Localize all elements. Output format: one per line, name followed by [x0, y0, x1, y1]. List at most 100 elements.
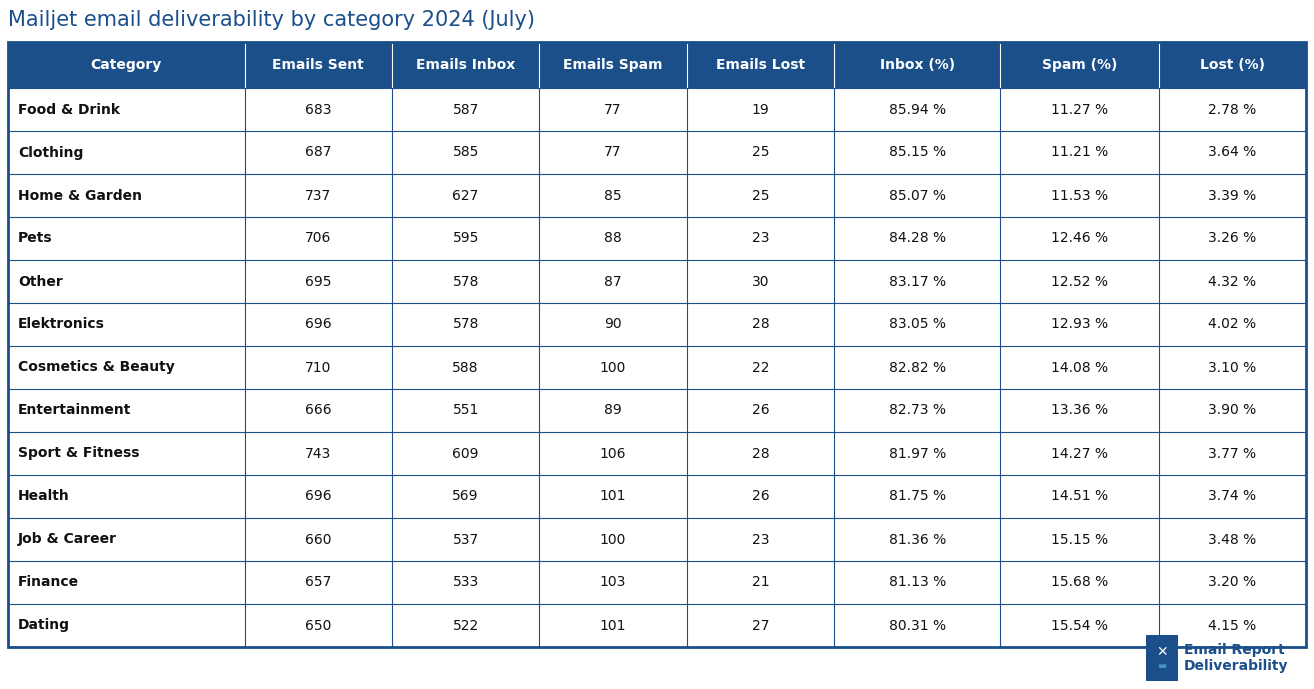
Text: Entertainment: Entertainment: [18, 404, 131, 418]
Bar: [8, 174, 244, 217]
Text: 21: 21: [752, 575, 769, 590]
Bar: [1000, 217, 1159, 260]
Bar: [539, 475, 687, 518]
Text: 683: 683: [305, 103, 331, 116]
Text: 85.94 %: 85.94 %: [888, 103, 946, 116]
Text: Emails Sent: Emails Sent: [272, 58, 364, 72]
Text: 84.28 %: 84.28 %: [888, 232, 946, 245]
Text: 82.82 %: 82.82 %: [888, 360, 946, 375]
Bar: [1159, 518, 1306, 561]
Text: 77: 77: [604, 145, 622, 159]
Text: 26: 26: [752, 489, 769, 504]
Bar: [1159, 174, 1306, 217]
Bar: [244, 561, 392, 604]
Text: 551: 551: [452, 404, 478, 418]
Bar: [834, 604, 1000, 647]
Text: Pets: Pets: [18, 232, 53, 245]
Bar: [8, 42, 1306, 647]
Text: 12.52 %: 12.52 %: [1051, 274, 1108, 289]
Text: 3.90 %: 3.90 %: [1208, 404, 1256, 418]
Bar: [687, 346, 834, 389]
Bar: [687, 217, 834, 260]
Text: Category: Category: [91, 58, 162, 72]
Bar: [687, 561, 834, 604]
Text: 3.20 %: 3.20 %: [1209, 575, 1256, 590]
Bar: [8, 604, 244, 647]
Text: Emails Lost: Emails Lost: [716, 58, 805, 72]
Text: Emails Inbox: Emails Inbox: [417, 58, 515, 72]
Text: 89: 89: [604, 404, 622, 418]
Bar: [8, 217, 244, 260]
Text: Food & Drink: Food & Drink: [18, 103, 120, 116]
Text: ✕: ✕: [1156, 645, 1168, 659]
Bar: [1159, 88, 1306, 131]
Text: 522: 522: [452, 619, 478, 633]
Bar: [539, 131, 687, 174]
Text: 588: 588: [452, 360, 478, 375]
Bar: [834, 518, 1000, 561]
Bar: [1000, 475, 1159, 518]
Bar: [834, 475, 1000, 518]
Bar: [687, 42, 834, 88]
Text: 85.07 %: 85.07 %: [888, 189, 946, 203]
Bar: [392, 604, 539, 647]
Text: 106: 106: [599, 446, 627, 460]
Text: 650: 650: [305, 619, 331, 633]
Bar: [8, 389, 244, 432]
Bar: [1159, 604, 1306, 647]
Text: 12.46 %: 12.46 %: [1051, 232, 1108, 245]
Text: 587: 587: [452, 103, 478, 116]
Bar: [539, 174, 687, 217]
Text: 696: 696: [305, 318, 331, 331]
Text: 4.02 %: 4.02 %: [1209, 318, 1256, 331]
Text: Lost (%): Lost (%): [1200, 58, 1265, 72]
Bar: [1000, 561, 1159, 604]
Bar: [1159, 389, 1306, 432]
Bar: [834, 42, 1000, 88]
Bar: [392, 518, 539, 561]
Text: Mailjet email deliverability by category 2024 (July): Mailjet email deliverability by category…: [8, 10, 535, 30]
Bar: [244, 432, 392, 475]
Bar: [687, 260, 834, 303]
Bar: [539, 42, 687, 88]
Bar: [244, 346, 392, 389]
Text: ▬: ▬: [1158, 661, 1167, 671]
Bar: [834, 174, 1000, 217]
Text: 696: 696: [305, 489, 331, 504]
Text: Spam (%): Spam (%): [1042, 58, 1117, 72]
Text: 11.21 %: 11.21 %: [1051, 145, 1108, 159]
Bar: [244, 389, 392, 432]
Bar: [1000, 260, 1159, 303]
Text: Cosmetics & Beauty: Cosmetics & Beauty: [18, 360, 175, 375]
Text: 687: 687: [305, 145, 331, 159]
Bar: [1000, 303, 1159, 346]
Text: 657: 657: [305, 575, 331, 590]
Bar: [687, 604, 834, 647]
Text: Home & Garden: Home & Garden: [18, 189, 142, 203]
Bar: [834, 303, 1000, 346]
Text: 85: 85: [604, 189, 622, 203]
Bar: [1000, 518, 1159, 561]
Bar: [392, 389, 539, 432]
Bar: [392, 131, 539, 174]
Text: 26: 26: [752, 404, 769, 418]
Bar: [8, 432, 244, 475]
Bar: [244, 174, 392, 217]
Text: 537: 537: [452, 533, 478, 546]
Bar: [1000, 389, 1159, 432]
Text: 743: 743: [305, 446, 331, 460]
Bar: [834, 561, 1000, 604]
Bar: [244, 88, 392, 131]
Bar: [687, 131, 834, 174]
Text: 85.15 %: 85.15 %: [888, 145, 946, 159]
Text: 101: 101: [599, 489, 627, 504]
Bar: [392, 346, 539, 389]
Bar: [687, 389, 834, 432]
Bar: [392, 217, 539, 260]
Text: 25: 25: [752, 189, 769, 203]
Bar: [8, 518, 244, 561]
Bar: [1159, 346, 1306, 389]
Text: 83.17 %: 83.17 %: [888, 274, 946, 289]
Text: 12.93 %: 12.93 %: [1051, 318, 1108, 331]
Text: 77: 77: [604, 103, 622, 116]
